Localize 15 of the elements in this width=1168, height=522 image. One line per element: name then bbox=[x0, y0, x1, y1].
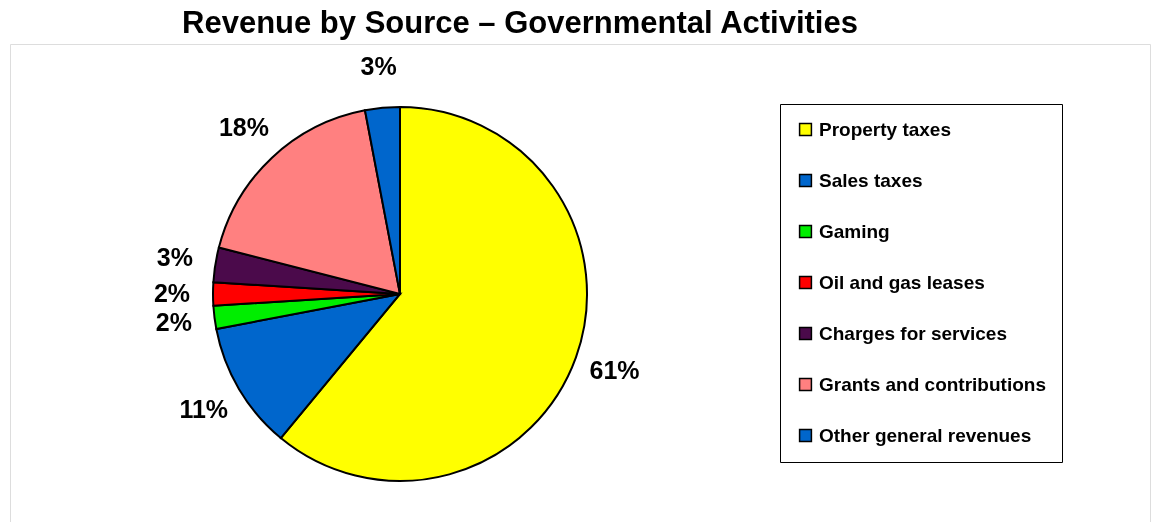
data-label: 2% bbox=[155, 307, 192, 336]
chart-title: Revenue by Source – Governmental Activities bbox=[182, 5, 858, 40]
legend-label: Other general revenues bbox=[819, 424, 1032, 446]
data-label: 11% bbox=[179, 395, 229, 424]
legend-label: Oil and gas leases bbox=[819, 271, 985, 293]
legend-label: Charges for services bbox=[819, 322, 1007, 344]
data-label: 3% bbox=[156, 243, 193, 272]
legend-label: Grants and contributions bbox=[819, 373, 1046, 395]
data-label: 61% bbox=[589, 356, 640, 385]
data-label: 3% bbox=[360, 52, 397, 81]
legend-label: Sales taxes bbox=[819, 169, 923, 191]
data-label: 18% bbox=[218, 112, 269, 141]
data-label: 2% bbox=[153, 279, 191, 307]
legend-label: Gaming bbox=[819, 220, 890, 242]
legend-label: Property taxes bbox=[819, 118, 952, 140]
